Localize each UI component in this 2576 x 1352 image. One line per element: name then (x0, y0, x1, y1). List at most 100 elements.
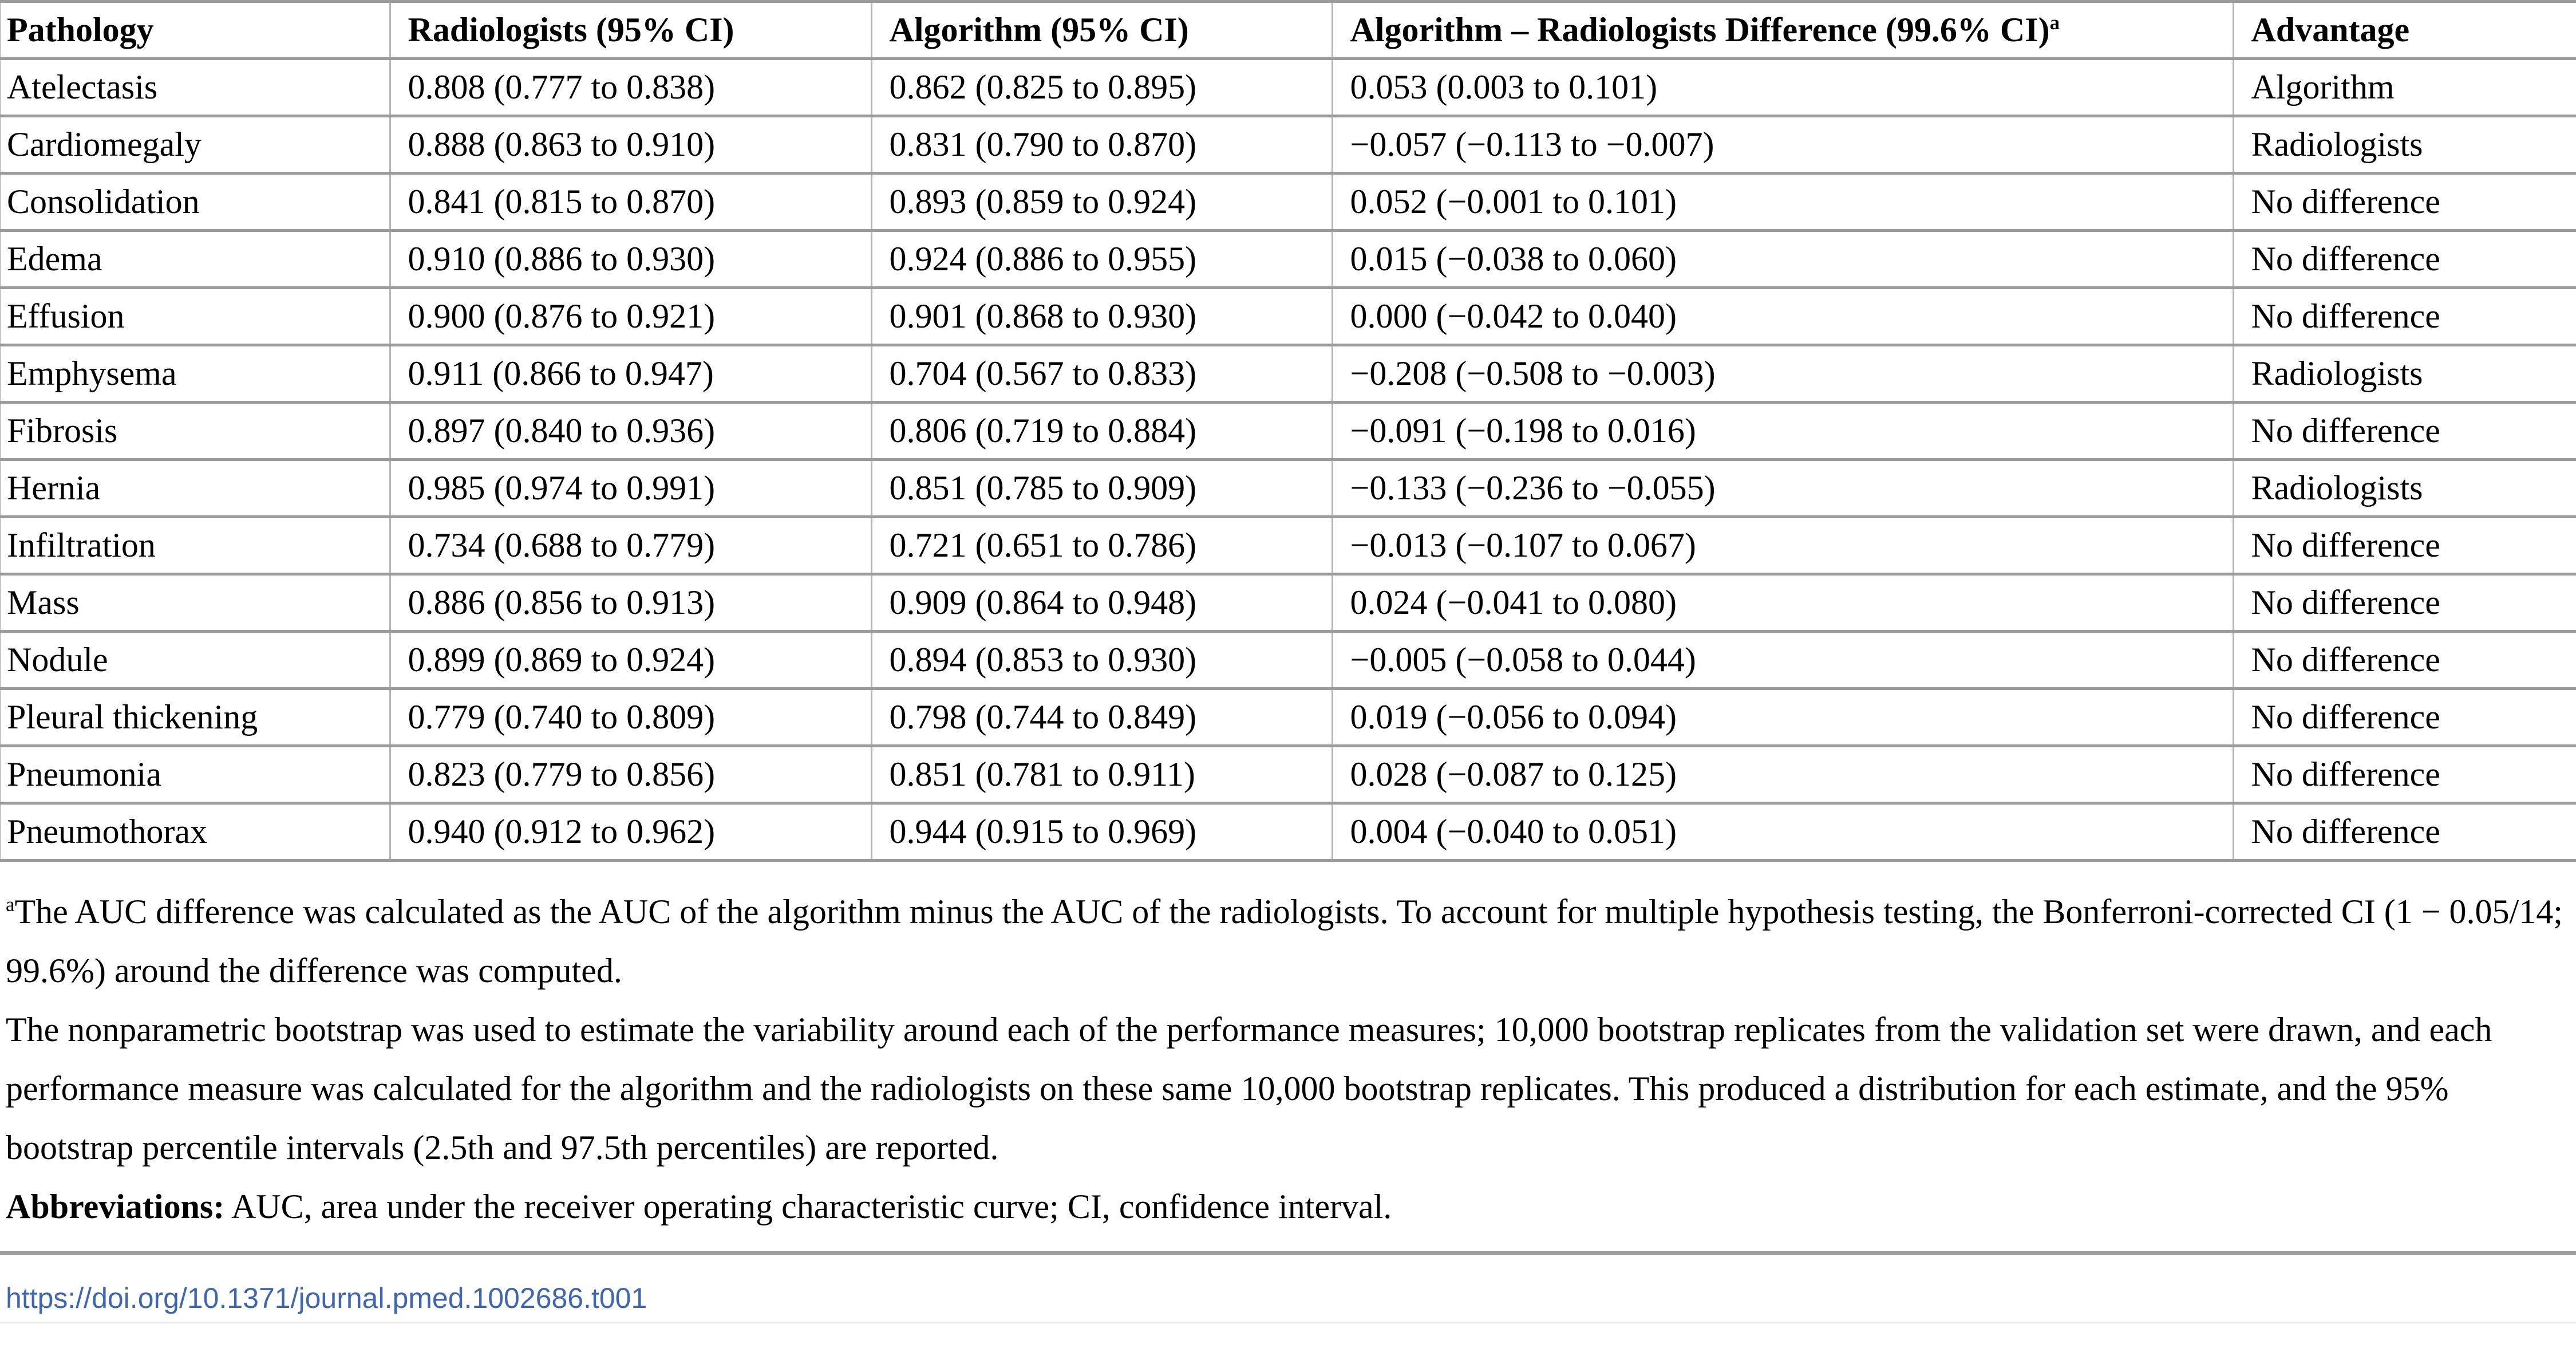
advantage-cell: No difference (2232, 287, 2576, 346)
footnote-abbreviations: Abbreviations: AUC, area under the recei… (6, 1177, 2569, 1236)
difference-cell: 0.004 (−0.040 to 0.051) (1331, 803, 2233, 862)
table-row: Mass 0.886 (0.856 to 0.913) 0.909 (0.864… (1, 574, 2576, 633)
difference-cell: 0.019 (−0.056 to 0.094) (1331, 688, 2233, 747)
algorithm-auc-cell: 0.831 (0.790 to 0.870) (870, 116, 1332, 175)
pathology-cell: Consolidation (1, 173, 390, 232)
pathology-cell: Mass (1, 574, 390, 633)
results-table: Pathology Radiologists (95% CI) Algorith… (0, 0, 2576, 862)
header-difference: Algorithm – Radiologists Difference (99.… (1331, 1, 2233, 60)
bottom-divider (0, 1322, 2576, 1323)
radiologists-auc-cell: 0.899 (0.869 to 0.924) (389, 631, 871, 690)
advantage-cell: Radiologists (2232, 345, 2576, 404)
advantage-cell: No difference (2232, 688, 2576, 747)
table-row: Pleural thickening 0.779 (0.740 to 0.809… (1, 688, 2576, 747)
difference-cell: −0.091 (−0.198 to 0.016) (1331, 402, 2233, 461)
header-difference-superscript: a (2049, 11, 2060, 34)
pathology-cell: Hernia (1, 459, 390, 518)
radiologists-auc-cell: 0.911 (0.866 to 0.947) (389, 345, 871, 404)
advantage-cell: No difference (2232, 173, 2576, 232)
table-row: Fibrosis 0.897 (0.840 to 0.936) 0.806 (0… (1, 402, 2576, 461)
radiologists-auc-cell: 0.985 (0.974 to 0.991) (389, 459, 871, 518)
pathology-cell: Pleural thickening (1, 688, 390, 747)
radiologists-auc-cell: 0.897 (0.840 to 0.936) (389, 402, 871, 461)
radiologists-auc-cell: 0.734 (0.688 to 0.779) (389, 517, 871, 576)
pathology-cell: Emphysema (1, 345, 390, 404)
footnote-bootstrap: The nonparametric bootstrap was used to … (6, 1011, 2492, 1166)
radiologists-auc-cell: 0.900 (0.876 to 0.921) (389, 287, 871, 346)
algorithm-auc-cell: 0.806 (0.719 to 0.884) (870, 402, 1332, 461)
difference-cell: 0.024 (−0.041 to 0.080) (1331, 574, 2233, 633)
table-row: Consolidation 0.841 (0.815 to 0.870) 0.8… (1, 173, 2576, 232)
table-footnotes: aThe AUC difference was calculated as th… (6, 882, 2569, 1236)
difference-cell: 0.053 (0.003 to 0.101) (1331, 58, 2233, 117)
difference-cell: −0.005 (−0.058 to 0.044) (1331, 631, 2233, 690)
algorithm-auc-cell: 0.894 (0.853 to 0.930) (870, 631, 1332, 690)
algorithm-auc-cell: 0.909 (0.864 to 0.948) (870, 574, 1332, 633)
advantage-cell: No difference (2232, 230, 2576, 289)
algorithm-auc-cell: 0.704 (0.567 to 0.833) (870, 345, 1332, 404)
doi-link[interactable]: https://doi.org/10.1371/journal.pmed.100… (6, 1282, 647, 1314)
results-table-body: Atelectasis 0.808 (0.777 to 0.838) 0.862… (1, 58, 2576, 862)
pathology-cell: Edema (1, 230, 390, 289)
table-row: Nodule 0.899 (0.869 to 0.924) 0.894 (0.8… (1, 631, 2576, 690)
header-algorithm: Algorithm (95% CI) (870, 1, 1332, 60)
table-row: Hernia 0.985 (0.974 to 0.991) 0.851 (0.7… (1, 459, 2576, 518)
difference-cell: −0.133 (−0.236 to −0.055) (1331, 459, 2233, 518)
algorithm-auc-cell: 0.851 (0.781 to 0.911) (870, 746, 1332, 805)
advantage-cell: No difference (2232, 402, 2576, 461)
pathology-cell: Pneumonia (1, 746, 390, 805)
pathology-cell: Infiltration (1, 517, 390, 576)
difference-cell: −0.208 (−0.508 to −0.003) (1331, 345, 2233, 404)
pathology-cell: Cardiomegaly (1, 116, 390, 175)
algorithm-auc-cell: 0.893 (0.859 to 0.924) (870, 173, 1332, 232)
radiologists-auc-cell: 0.779 (0.740 to 0.809) (389, 688, 871, 747)
advantage-cell: No difference (2232, 517, 2576, 576)
footnote-a: aThe AUC difference was calculated as th… (6, 882, 2569, 1000)
table-row: Atelectasis 0.808 (0.777 to 0.838) 0.862… (1, 58, 2576, 117)
advantage-cell: No difference (2232, 574, 2576, 633)
table-row: Effusion 0.900 (0.876 to 0.921) 0.901 (0… (1, 287, 2576, 346)
table-row: Infiltration 0.734 (0.688 to 0.779) 0.72… (1, 517, 2576, 576)
pathology-cell: Atelectasis (1, 58, 390, 117)
algorithm-auc-cell: 0.924 (0.886 to 0.955) (870, 230, 1332, 289)
pathology-cell: Pneumothorax (1, 803, 390, 862)
difference-cell: 0.015 (−0.038 to 0.060) (1331, 230, 2233, 289)
advantage-cell: No difference (2232, 631, 2576, 690)
radiologists-auc-cell: 0.888 (0.863 to 0.910) (389, 116, 871, 175)
pathology-cell: Effusion (1, 287, 390, 346)
algorithm-auc-cell: 0.798 (0.744 to 0.849) (870, 688, 1332, 747)
radiologists-auc-cell: 0.841 (0.815 to 0.870) (389, 173, 871, 232)
table-row: Pneumonia 0.823 (0.779 to 0.856) 0.851 (… (1, 746, 2576, 805)
radiologists-auc-cell: 0.910 (0.886 to 0.930) (389, 230, 871, 289)
advantage-cell: Algorithm (2232, 58, 2576, 117)
algorithm-auc-cell: 0.944 (0.915 to 0.969) (870, 803, 1332, 862)
header-pathology: Pathology (1, 1, 390, 60)
algorithm-auc-cell: 0.862 (0.825 to 0.895) (870, 58, 1332, 117)
header-advantage: Advantage (2232, 1, 2576, 60)
abbreviations-text: AUC, area under the receiver operating c… (224, 1188, 1392, 1225)
radiologists-auc-cell: 0.940 (0.912 to 0.962) (389, 803, 871, 862)
table-row: Emphysema 0.911 (0.866 to 0.947) 0.704 (… (1, 345, 2576, 404)
advantage-cell: Radiologists (2232, 459, 2576, 518)
algorithm-auc-cell: 0.851 (0.785 to 0.909) (870, 459, 1332, 518)
footer-divider-rule (0, 1251, 2576, 1255)
radiologists-auc-cell: 0.808 (0.777 to 0.838) (389, 58, 871, 117)
difference-cell: −0.057 (−0.113 to −0.007) (1331, 116, 2233, 175)
difference-cell: −0.013 (−0.107 to 0.067) (1331, 517, 2233, 576)
radiologists-auc-cell: 0.886 (0.856 to 0.913) (389, 574, 871, 633)
pathology-cell: Fibrosis (1, 402, 390, 461)
footnote-a-superscript: a (6, 893, 15, 916)
difference-cell: 0.028 (−0.087 to 0.125) (1331, 746, 2233, 805)
table-header-row: Pathology Radiologists (95% CI) Algorith… (1, 1, 2576, 60)
algorithm-auc-cell: 0.721 (0.651 to 0.786) (870, 517, 1332, 576)
difference-cell: 0.000 (−0.042 to 0.040) (1331, 287, 2233, 346)
difference-cell: 0.052 (−0.001 to 0.101) (1331, 173, 2233, 232)
advantage-cell: Radiologists (2232, 116, 2576, 175)
advantage-cell: No difference (2232, 803, 2576, 862)
table-row: Pneumothorax 0.940 (0.912 to 0.962) 0.94… (1, 803, 2576, 862)
table-row: Edema 0.910 (0.886 to 0.930) 0.924 (0.88… (1, 230, 2576, 289)
header-radiologists: Radiologists (95% CI) (389, 1, 871, 60)
pathology-cell: Nodule (1, 631, 390, 690)
header-difference-label: Algorithm – Radiologists Difference (99.… (1350, 11, 2050, 49)
